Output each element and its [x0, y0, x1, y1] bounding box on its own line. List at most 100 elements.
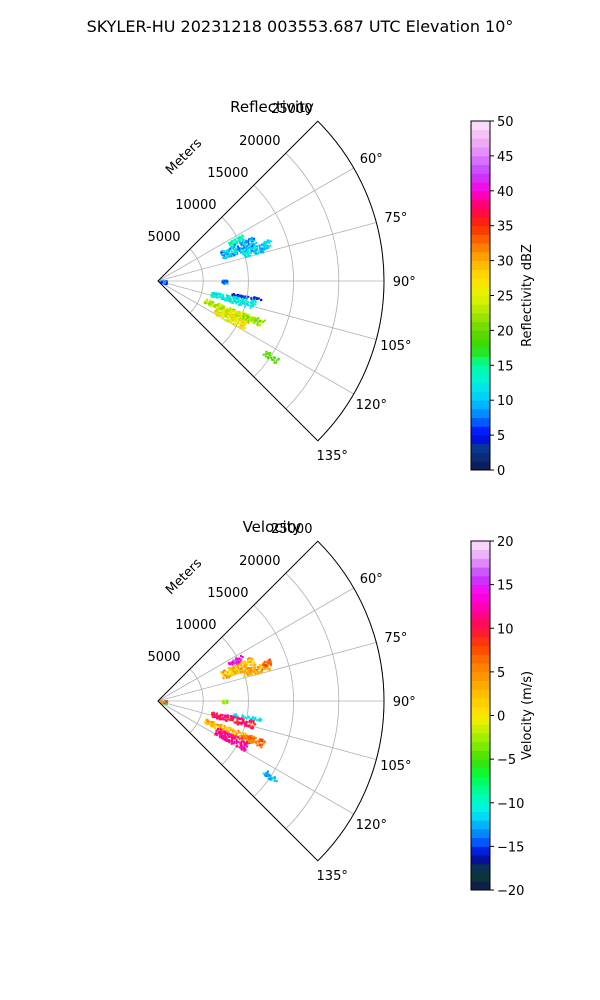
echo-gate — [273, 356, 276, 359]
colorbar-segment — [471, 872, 490, 882]
echo-gate — [246, 248, 249, 251]
echo-gate — [221, 304, 224, 307]
echo-gate — [235, 657, 238, 660]
echo-gate — [241, 736, 244, 739]
echo-gate — [233, 298, 236, 301]
echo-gate — [245, 742, 247, 745]
echo-gate — [269, 660, 272, 663]
echo-gate — [242, 298, 244, 301]
range-axis-label: Meters — [163, 136, 205, 178]
echo-gate — [213, 304, 215, 307]
echo-gate — [256, 317, 259, 320]
echo-gate — [210, 723, 213, 726]
echo-gate — [251, 669, 254, 672]
colorbar-segment — [471, 602, 490, 612]
echo-gate — [241, 722, 243, 725]
echo-gate — [263, 248, 266, 251]
echo-gate — [162, 700, 165, 703]
echo-gate — [220, 307, 222, 310]
echo-gate — [232, 728, 235, 731]
echo-gate — [243, 722, 246, 725]
echo-gate — [245, 245, 248, 248]
echo-gate — [243, 744, 246, 747]
echo-gate — [232, 659, 235, 662]
echo-gate — [229, 667, 232, 670]
echo-gate — [273, 779, 276, 782]
echo-gate — [244, 250, 246, 253]
colorbar-tick-label: 0 — [497, 464, 505, 479]
echo-gate — [229, 316, 232, 319]
echo-gate — [248, 719, 251, 722]
echo-gate — [163, 702, 166, 705]
colorbar-segment — [471, 391, 490, 401]
echo-gate — [224, 310, 227, 313]
echo-gate — [249, 306, 252, 309]
echo-gate — [236, 740, 238, 743]
echo-gate — [249, 669, 252, 672]
echo-gate — [230, 301, 233, 304]
radar-echoes — [159, 234, 280, 364]
echo-gate — [246, 251, 248, 254]
echo-gate — [262, 248, 265, 251]
echo-gate — [239, 313, 242, 316]
echo-gate — [228, 308, 231, 310]
echo-gate — [251, 239, 254, 242]
echo-gate — [231, 740, 233, 743]
echo-gate — [229, 320, 232, 323]
echo-gate — [216, 717, 219, 720]
echo-gate — [205, 718, 207, 721]
echo-gate — [260, 744, 263, 747]
azimuth-tick-label: 60° — [360, 572, 383, 587]
echo-gate — [221, 250, 224, 252]
echo-gate — [250, 243, 253, 246]
echo-gate — [222, 700, 225, 703]
echo-gate — [217, 732, 220, 735]
colorbar-tick-label: 35 — [497, 220, 514, 235]
colorbar-tick-label: 20 — [497, 535, 514, 550]
echo-gate — [262, 662, 265, 665]
colorbar-segment — [471, 173, 490, 183]
echo-gate — [211, 713, 214, 716]
echo-gate — [257, 740, 260, 742]
echo-gate — [257, 252, 259, 255]
echo-gate — [209, 299, 212, 302]
echo-gate — [240, 296, 243, 299]
echo-gate — [227, 735, 230, 738]
echo-gate — [219, 716, 222, 719]
echo-gate — [270, 778, 273, 781]
echo-gate — [242, 746, 245, 749]
echo-gate — [250, 298, 253, 301]
colorbar-segment — [471, 374, 490, 384]
echo-gate — [238, 314, 241, 317]
echo-gate — [268, 661, 271, 664]
echo-gate — [240, 238, 243, 241]
echo-gate — [245, 723, 248, 726]
echo-gate — [266, 352, 269, 355]
echo-gate — [217, 308, 219, 311]
echo-gate — [259, 743, 262, 746]
echo-gate — [231, 668, 234, 671]
echo-gate — [273, 778, 276, 781]
colorbar-segment — [471, 155, 490, 166]
echo-gate — [226, 250, 229, 253]
colorbar-segment — [471, 138, 490, 148]
echo-gate — [246, 736, 249, 739]
echo-gate — [216, 311, 219, 314]
colorbar-segment — [471, 286, 490, 296]
echo-gate — [242, 244, 245, 247]
echo-gate — [212, 295, 215, 298]
echo-gate — [236, 313, 238, 316]
echo-gate — [250, 657, 253, 660]
echo-gate — [259, 324, 261, 327]
echo-gate — [224, 313, 227, 316]
echo-gate — [221, 713, 224, 716]
echo-gate — [212, 292, 215, 294]
echo-gate — [228, 663, 231, 666]
echo-gate — [225, 732, 228, 734]
echo-gate — [240, 664, 243, 667]
echo-gate — [249, 304, 252, 307]
azimuth-gridline — [157, 280, 377, 340]
echo-gate — [242, 242, 245, 245]
echo-gate — [233, 254, 236, 257]
echo-gate — [254, 669, 257, 672]
